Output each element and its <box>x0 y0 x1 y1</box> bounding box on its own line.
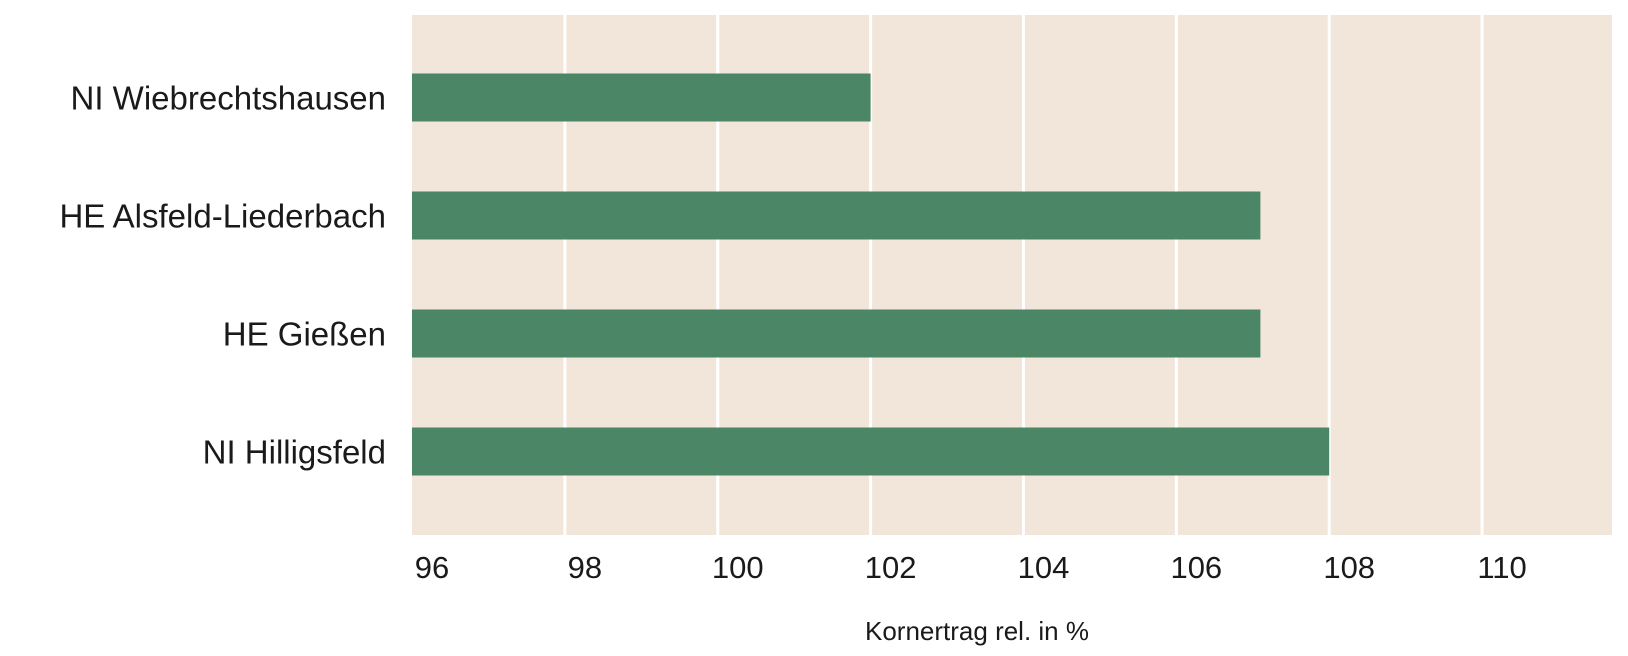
x-tick-label-100: 100 <box>712 550 764 585</box>
x-tick-label-104: 104 <box>1018 550 1070 585</box>
category-label-2: HE Gießen <box>223 316 386 353</box>
x-tick-labels: 96 98 100 102 104 106 108 110 <box>415 550 1527 585</box>
bar-2 <box>412 309 1261 358</box>
x-tick-label-96: 96 <box>415 550 449 585</box>
x-tick-label-108: 108 <box>1323 550 1375 585</box>
category-label-1: HE Alsfeld-Liederbach <box>59 198 386 235</box>
x-axis-title: Kornertrag rel. in % <box>865 616 1089 646</box>
bars <box>412 73 1330 476</box>
x-tick-label-106: 106 <box>1170 550 1222 585</box>
x-tick-label-110: 110 <box>1477 550 1526 585</box>
bar-0 <box>412 73 871 122</box>
category-labels: NI Wiebrechtshausen HE Alsfeld-Liederbach… <box>59 80 386 471</box>
bar-1 <box>412 191 1261 240</box>
x-tick-label-98: 98 <box>568 550 602 585</box>
category-label-0: NI Wiebrechtshausen <box>71 80 386 117</box>
x-tick-label-102: 102 <box>865 550 917 585</box>
category-label-3: NI Hilligsfeld <box>203 434 386 471</box>
bar-3 <box>412 427 1330 476</box>
